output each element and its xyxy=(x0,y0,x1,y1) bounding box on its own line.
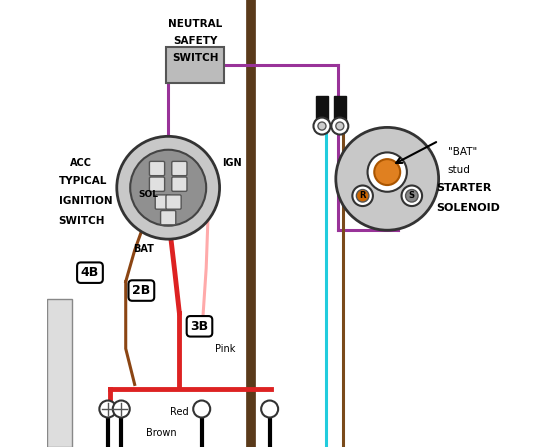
FancyBboxPatch shape xyxy=(155,195,170,209)
Circle shape xyxy=(367,152,407,192)
Circle shape xyxy=(357,190,369,202)
Circle shape xyxy=(117,136,220,239)
Text: Brown: Brown xyxy=(146,428,177,438)
Circle shape xyxy=(313,118,331,135)
FancyBboxPatch shape xyxy=(150,177,165,191)
FancyBboxPatch shape xyxy=(172,177,187,191)
Text: "BAT": "BAT" xyxy=(448,147,477,157)
Circle shape xyxy=(261,401,278,417)
FancyBboxPatch shape xyxy=(334,96,346,121)
Text: Pink: Pink xyxy=(215,344,236,354)
FancyBboxPatch shape xyxy=(160,211,176,225)
Text: S: S xyxy=(409,191,415,200)
Circle shape xyxy=(318,122,326,130)
Circle shape xyxy=(352,186,373,206)
Text: IGN: IGN xyxy=(222,158,241,168)
FancyBboxPatch shape xyxy=(166,47,224,83)
Text: ACC: ACC xyxy=(70,158,92,168)
Circle shape xyxy=(99,401,117,417)
Circle shape xyxy=(113,401,130,417)
Text: STARTER: STARTER xyxy=(436,183,492,193)
FancyBboxPatch shape xyxy=(166,195,181,209)
Circle shape xyxy=(375,159,400,185)
Circle shape xyxy=(331,118,349,135)
FancyBboxPatch shape xyxy=(172,161,187,176)
FancyBboxPatch shape xyxy=(150,161,165,176)
FancyBboxPatch shape xyxy=(48,299,72,447)
Text: 2B: 2B xyxy=(132,284,151,297)
Circle shape xyxy=(336,127,438,230)
Text: Red: Red xyxy=(170,407,189,417)
Circle shape xyxy=(130,150,206,226)
Text: SOL: SOL xyxy=(138,190,158,199)
Text: SWITCH: SWITCH xyxy=(172,53,218,63)
Circle shape xyxy=(405,190,418,202)
Text: R: R xyxy=(359,191,366,200)
Text: 4B: 4B xyxy=(81,266,99,279)
FancyBboxPatch shape xyxy=(316,96,328,121)
Text: IGNITION: IGNITION xyxy=(59,196,112,206)
Circle shape xyxy=(336,122,344,130)
Text: SWITCH: SWITCH xyxy=(59,216,105,226)
Text: stud: stud xyxy=(448,165,470,175)
Text: NEUTRAL: NEUTRAL xyxy=(168,19,222,29)
Circle shape xyxy=(193,401,210,417)
Text: 3B: 3B xyxy=(190,320,209,333)
Text: BAT: BAT xyxy=(133,244,154,253)
Circle shape xyxy=(402,186,422,206)
Text: TYPICAL: TYPICAL xyxy=(59,176,107,186)
Text: SAFETY: SAFETY xyxy=(173,36,217,46)
Text: SOLENOID: SOLENOID xyxy=(436,203,500,213)
